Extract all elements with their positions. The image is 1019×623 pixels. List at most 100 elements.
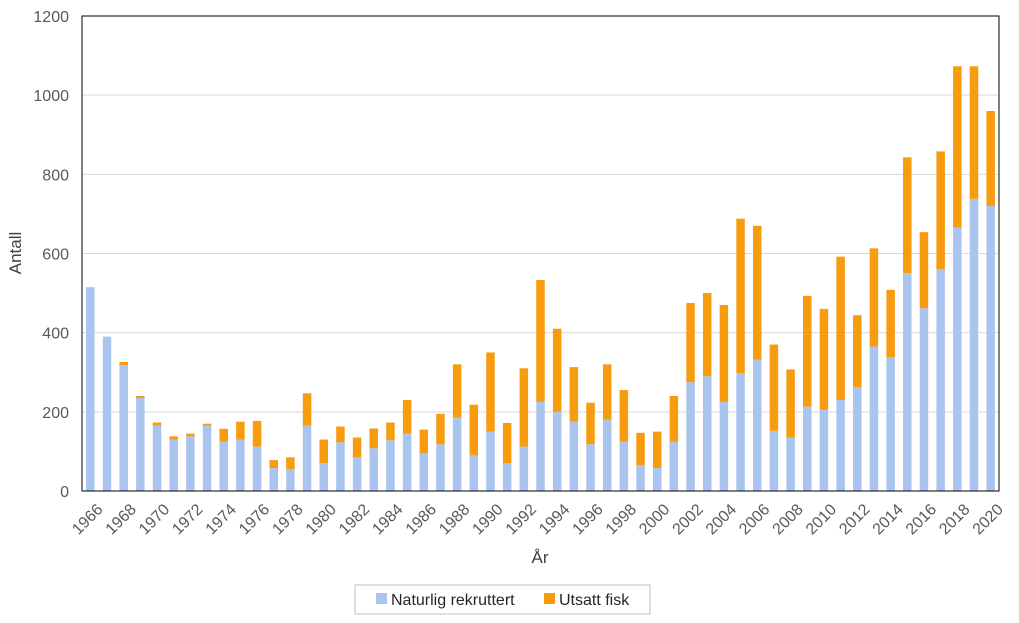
bar-naturlig-rekruttert-1978 [286, 469, 295, 491]
bar-utsatt-fisk-1988 [452, 364, 462, 418]
x-tick-label: 2008 [770, 501, 807, 538]
bar-naturlig-rekruttert-1996 [586, 444, 595, 491]
bar-naturlig-rekruttert-2005 [736, 373, 745, 491]
bar-naturlig-rekruttert-2004 [719, 401, 729, 491]
bar-naturlig-rekruttert-2002 [686, 382, 695, 491]
bar-utsatt-fisk-1985 [402, 399, 412, 434]
bar-utsatt-fisk-1979 [302, 393, 312, 426]
bar-naturlig-rekruttert-1973 [202, 425, 212, 491]
bar-naturlig-rekruttert-1987 [436, 444, 445, 491]
bar-utsatt-fisk-1970 [152, 422, 162, 426]
bar-utsatt-fisk-2002 [686, 302, 695, 383]
bar-naturlig-rekruttert-2003 [702, 376, 712, 491]
x-axis-title: År [532, 548, 549, 567]
bar-utsatt-fisk-1993 [536, 280, 545, 402]
bar-utsatt-fisk-1982 [352, 437, 362, 458]
legend-label-naturlig-rekruttert: Naturlig rekruttert [391, 592, 515, 609]
x-tick-label: 1966 [69, 501, 106, 538]
bar-utsatt-fisk-1984 [386, 422, 395, 441]
bar-naturlig-rekruttert-1968 [119, 365, 128, 492]
bar-naturlig-rekruttert-1971 [169, 439, 178, 491]
bar-utsatt-fisk-2014 [886, 289, 895, 358]
x-tick-label: 2016 [903, 501, 940, 538]
bar-naturlig-rekruttert-1984 [386, 440, 395, 491]
bar-utsatt-fisk-2010 [819, 308, 829, 410]
bar-utsatt-fisk-2018 [953, 66, 962, 228]
bar-naturlig-rekruttert-1993 [536, 401, 545, 491]
bar-naturlig-rekruttert-1972 [186, 436, 195, 492]
y-tick-label: 200 [42, 405, 69, 422]
bar-utsatt-fisk-2004 [719, 304, 729, 402]
y-tick-label: 1200 [33, 9, 69, 26]
bar-naturlig-rekruttert-1970 [152, 425, 162, 491]
y-tick-label: 800 [42, 167, 69, 184]
x-tick-label: 2014 [870, 501, 907, 538]
bar-naturlig-rekruttert-2016 [919, 308, 929, 492]
bar-utsatt-fisk-1975 [236, 421, 245, 440]
bar-utsatt-fisk-1974 [219, 428, 228, 442]
x-tick-label: 1976 [236, 501, 273, 538]
x-tick-label: 1992 [503, 501, 540, 538]
legend-swatch-naturlig-rekruttert [376, 593, 387, 604]
bar-utsatt-fisk-2003 [702, 293, 712, 377]
bar-naturlig-rekruttert-2000 [652, 468, 662, 491]
bar-naturlig-rekruttert-2009 [803, 406, 812, 491]
bar-naturlig-rekruttert-2018 [953, 227, 962, 491]
bar-naturlig-rekruttert-1979 [302, 425, 312, 491]
x-tick-label: 1968 [103, 501, 140, 538]
bar-naturlig-rekruttert-2019 [969, 198, 979, 492]
bar-naturlig-rekruttert-1977 [269, 468, 278, 491]
bar-utsatt-fisk-1991 [502, 422, 512, 464]
bar-utsatt-fisk-1998 [619, 390, 629, 442]
bar-naturlig-rekruttert-1985 [402, 433, 412, 491]
legend-label-utsatt-fisk: Utsatt fisk [559, 592, 630, 609]
bar-utsatt-fisk-2006 [753, 225, 762, 360]
bar-utsatt-fisk-1978 [286, 457, 295, 470]
bar-naturlig-rekruttert-1995 [569, 421, 579, 491]
y-tick-label: 600 [42, 247, 69, 264]
bar-utsatt-fisk-1969 [136, 396, 145, 398]
x-tick-label: 1972 [169, 501, 206, 538]
bar-naturlig-rekruttert-1999 [636, 465, 645, 491]
x-tick-label: 2020 [970, 501, 1007, 538]
bar-utsatt-fisk-1994 [552, 328, 562, 412]
bar-utsatt-fisk-1983 [369, 428, 379, 449]
bar-naturlig-rekruttert-2010 [819, 409, 829, 491]
bar-naturlig-rekruttert-1967 [102, 336, 112, 492]
bar-naturlig-rekruttert-2015 [903, 273, 912, 491]
bar-utsatt-fisk-1995 [569, 367, 579, 422]
legend-box [354, 584, 651, 615]
bar-utsatt-fisk-1976 [252, 420, 262, 447]
bar-utsatt-fisk-1968 [119, 361, 128, 366]
bar-utsatt-fisk-2005 [736, 218, 745, 374]
bar-naturlig-rekruttert-1966 [86, 287, 95, 491]
bar-naturlig-rekruttert-1969 [136, 397, 145, 491]
bar-naturlig-rekruttert-2012 [853, 387, 862, 491]
bar-utsatt-fisk-1971 [169, 436, 178, 440]
bar-naturlig-rekruttert-1992 [519, 446, 529, 491]
y-tick-label: 1000 [33, 88, 69, 105]
bar-utsatt-fisk-2011 [836, 256, 845, 400]
x-tick-label: 1982 [336, 501, 373, 538]
bar-utsatt-fisk-2020 [986, 111, 995, 206]
bar-utsatt-fisk-1972 [186, 433, 195, 437]
bar-naturlig-rekruttert-1983 [369, 448, 379, 491]
bar-naturlig-rekruttert-2007 [769, 430, 779, 491]
x-tick-label: 1978 [269, 501, 306, 538]
bar-utsatt-fisk-2007 [769, 344, 779, 431]
x-tick-label: 1998 [603, 501, 640, 538]
bar-utsatt-fisk-1987 [436, 413, 445, 445]
x-tick-label: 1974 [203, 501, 240, 538]
x-tick-label: 2012 [836, 501, 873, 538]
bar-naturlig-rekruttert-1974 [219, 441, 228, 491]
bar-naturlig-rekruttert-1981 [336, 442, 345, 491]
bar-utsatt-fisk-2017 [936, 151, 945, 270]
bar-utsatt-fisk-2000 [652, 431, 662, 469]
bar-utsatt-fisk-1992 [519, 368, 529, 447]
bar-utsatt-fisk-1989 [469, 404, 479, 456]
x-tick-label: 1970 [136, 501, 173, 538]
bar-naturlig-rekruttert-2017 [936, 269, 945, 491]
bar-utsatt-fisk-1980 [319, 439, 328, 464]
bar-naturlig-rekruttert-2011 [836, 399, 845, 491]
bar-naturlig-rekruttert-1975 [236, 439, 245, 491]
